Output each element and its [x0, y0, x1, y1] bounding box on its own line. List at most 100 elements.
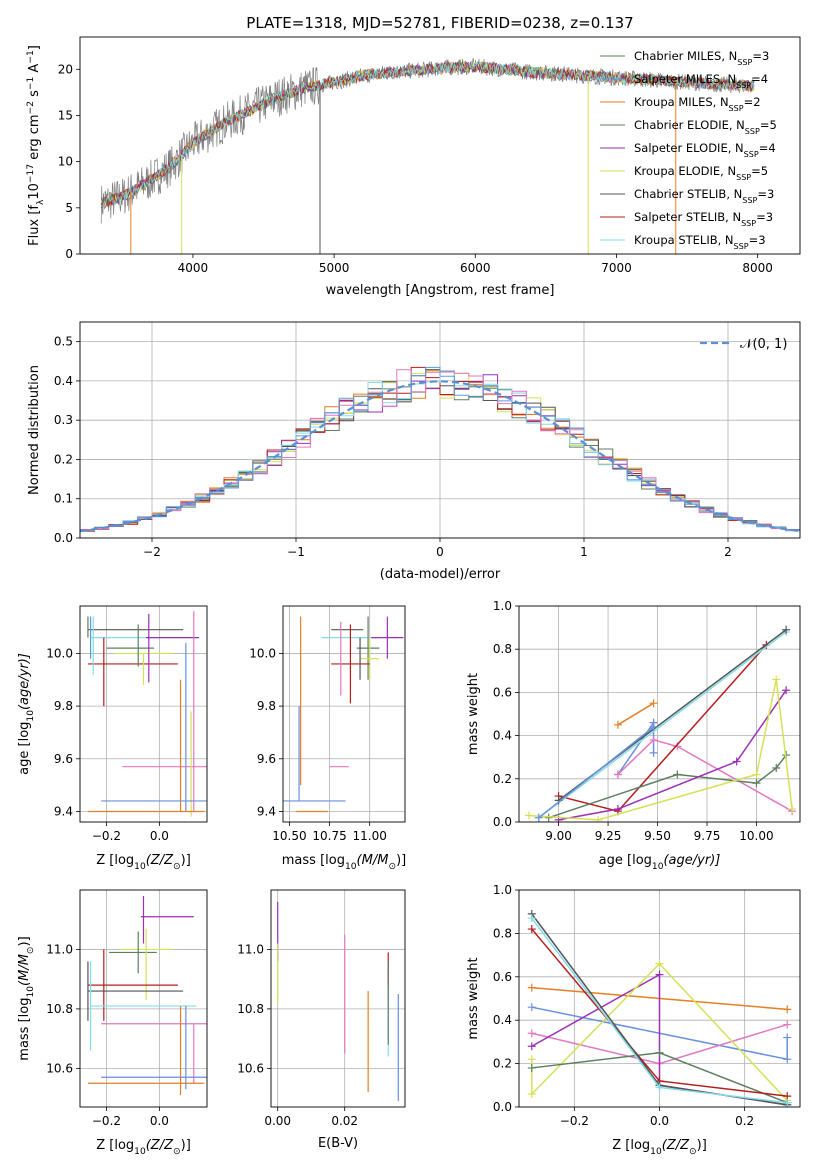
label-part: 10: [27, 183, 42, 200]
y-tick-label: 10.8: [237, 1002, 264, 1016]
data-point: [772, 675, 781, 684]
x-tick-label: 10.75: [312, 829, 346, 843]
axes-frame: [79, 321, 801, 539]
x-tick-label: 7000: [601, 261, 632, 275]
x-tick-label: 0.0: [150, 829, 169, 843]
y-tick-label: 1.0: [493, 883, 512, 897]
label-part: 10: [26, 986, 36, 998]
y-tick-label: 0.8: [493, 642, 512, 656]
data-point: [655, 970, 664, 979]
data-point: [655, 1083, 664, 1092]
y-tick-label: 0.2: [493, 1057, 512, 1071]
y-tick-label: 0.3: [54, 413, 73, 427]
legend-entry: Kroupa STELIB, NSSP=3: [634, 233, 766, 251]
label-part: SSP: [745, 127, 760, 136]
data-point: [782, 686, 791, 695]
label-part: Kroupa STELIB, N: [634, 233, 734, 247]
data-point: [783, 1005, 792, 1014]
label-part: SSP: [741, 219, 756, 228]
x-axis-label: age [log10(age/yr)]: [599, 853, 721, 872]
y-tick-label: 10: [58, 155, 73, 169]
data-point: [527, 1089, 536, 1098]
label-part: =3: [752, 49, 769, 63]
x-tick-label: 0.2: [735, 1114, 754, 1128]
y-tick-label: 11.0: [237, 942, 264, 956]
label-part: (age/yr)]: [17, 653, 32, 710]
x-tick-label: −1: [287, 545, 305, 559]
x-tick-label: −0.2: [92, 829, 121, 843]
label-part: age [log: [599, 853, 652, 868]
x-tick-label: 0: [436, 545, 444, 559]
x-axis-label: E(B-V): [318, 1136, 358, 1151]
data-point: [655, 1048, 664, 1057]
y-tick-label: 0.1: [54, 492, 73, 506]
label-part: −1: [26, 50, 36, 63]
x-tick-label: 2: [724, 545, 732, 559]
y-tick-label: 0.0: [54, 531, 73, 545]
y-tick-label: 15: [58, 108, 73, 122]
label-part: ⊙: [173, 1147, 181, 1157]
y-tick-label: 0.2: [493, 772, 512, 786]
data-point: [534, 813, 543, 822]
label-part: SSP: [729, 104, 744, 113]
legend-entry: Salpeter ELODIE, NSSP=4: [634, 141, 776, 159]
label-part: =3: [757, 187, 774, 201]
data-point: [788, 805, 797, 814]
x-tick-label: 11.00: [353, 829, 387, 843]
y-tick-label: 10.6: [46, 1061, 73, 1075]
x-tick-label: 0.0: [650, 1114, 669, 1128]
spectrum-panel: 4000 5000 6000 7000 8000 0 5 10 15 20 wavelength […: [26, 36, 801, 298]
data-point: [527, 914, 536, 923]
y-tick-label: 0.2: [54, 452, 73, 466]
label-part: A: [27, 64, 42, 77]
x-axis-label: Z [log10(Z/Z⊙)]: [96, 853, 191, 872]
legend-entry: 𝒩(0, 1): [740, 337, 787, 352]
x-tick-label: 4000: [178, 261, 209, 275]
legend-entry: Chabrier STELIB, NSSP=3: [634, 187, 774, 205]
label-part: Kroupa MILES, N: [634, 95, 729, 109]
legend-entry: Salpeter STELIB, NSSP=3: [634, 210, 773, 228]
label-part: s: [27, 90, 42, 101]
axes-frame: [282, 605, 406, 823]
axes-frame: [270, 889, 406, 1108]
label-part: ⊙: [173, 862, 181, 872]
y-tick-label: 20: [58, 62, 73, 76]
data-point: [673, 770, 682, 779]
y-tick-label: 0.4: [54, 374, 73, 388]
x-tick-label: 9.25: [595, 829, 622, 843]
y-tick-label: 10.6: [237, 1061, 264, 1075]
x-axis-label: Z [log10(Z/Z⊙)]: [612, 1138, 707, 1157]
y-tick-label: 9.4: [257, 804, 276, 818]
label-part: Chabrier STELIB, N: [634, 187, 742, 201]
data-point: [783, 1020, 792, 1029]
data-point: [655, 959, 664, 968]
data-point: [649, 699, 658, 708]
label-part: ]: [27, 45, 42, 50]
histogram-step: [80, 366, 800, 532]
label-part: Salpeter MILES, N: [634, 72, 736, 86]
label-part: =3: [749, 233, 766, 247]
label-part: SSP: [736, 81, 751, 90]
label-part: 10: [134, 1147, 146, 1157]
x-axis-label: (data-model)/error: [380, 567, 501, 582]
y-tick-label: 0.0: [493, 1100, 512, 1114]
data-point: [752, 779, 761, 788]
series-line: [558, 689, 787, 821]
axes-frame: [518, 605, 801, 823]
age-vs-mass-panel: 10.50 10.75 11.00 9.4 9.6 9.8 10.0 mass [log10(…: [249, 605, 406, 872]
x-axis-label: mass [log10(M/M⊙)]: [282, 853, 406, 872]
series-line: [538, 631, 787, 819]
weight-vs-metallicity-panel: −0.2 0.0 0.2 0.0 0.2 0.4 0.6 0.8 1.0 Z [log10(Z/Z…: [466, 883, 801, 1157]
x-tick-label: 9.50: [644, 829, 671, 843]
y-axis-label: Normed distribution: [27, 365, 42, 495]
y-axis-label: Flux [fλ10−17 erg cm−2 s−1 A−1]: [26, 45, 46, 246]
y-axis-label: mass [log10(M/M⊙)]: [17, 936, 36, 1060]
mass-vs-extinction-panel: 0.00 0.02 10.6 10.8 11.0 E(B-V): [237, 889, 406, 1151]
label-part: λ: [36, 199, 46, 205]
data-point: [783, 1033, 792, 1042]
series-line: [617, 702, 654, 726]
plot-area: [519, 890, 800, 1107]
x-tick-label: 9.00: [545, 829, 572, 843]
x-tick-label: 9.75: [694, 829, 721, 843]
label-part: )]: [181, 853, 191, 868]
